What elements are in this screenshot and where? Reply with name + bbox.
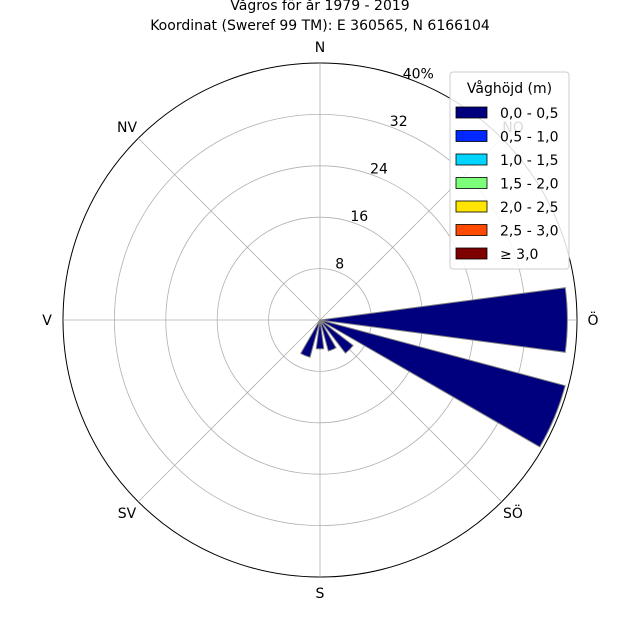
legend-label-1: 0,5 - 1,0 <box>500 130 558 146</box>
bar-90deg <box>319 287 568 353</box>
bar-202.5deg <box>300 319 321 358</box>
bars-group <box>300 287 568 448</box>
direction-label-0: N <box>315 40 325 56</box>
direction-label-3: SÖ <box>503 504 523 522</box>
ring-label-8: 8 <box>335 257 344 273</box>
legend-label-6: ≥ 3,0 <box>500 247 538 263</box>
direction-label-7: NV <box>117 120 137 136</box>
legend-label-3: 1,5 - 2,0 <box>500 177 558 193</box>
spoke-SÖ <box>319 319 503 503</box>
direction-label-4: S <box>316 586 325 602</box>
legend-swatch-5 <box>455 224 488 236</box>
legend-label-4: 2,0 - 2,5 <box>500 200 558 216</box>
ring-label-24: 24 <box>370 162 388 178</box>
legend-swatch-6 <box>455 247 488 260</box>
legend-label-0: 0,0 - 0,5 <box>500 106 558 122</box>
legend-swatch-4 <box>455 200 488 213</box>
spoke-NV <box>137 137 321 321</box>
legend-box <box>449 71 570 270</box>
ring-label-32: 32 <box>390 114 408 130</box>
ring-label-16: 16 <box>350 209 368 225</box>
direction-label-6: V <box>42 313 52 329</box>
spoke-SV <box>137 319 321 503</box>
bar-157.5deg <box>319 319 337 352</box>
legend-swatch-1 <box>455 130 488 142</box>
chart-title: Vågros för år 1979 - 2019 <box>230 0 410 14</box>
legend-label-5: 2,5 - 3,0 <box>500 224 558 240</box>
bar-135deg <box>319 319 354 354</box>
legend-label-2: 1,0 - 1,5 <box>500 153 558 169</box>
chart-title-block: Vågros för år 1979 - 2019 Koordinat (Swe… <box>0 0 640 36</box>
direction-label-2: Ö <box>587 311 598 329</box>
legend-swatch-0 <box>455 106 488 119</box>
legend-title: Våghöjd (m) <box>467 80 552 97</box>
bar-112.5deg <box>319 319 566 448</box>
legend-swatch-3 <box>455 177 488 189</box>
direction-label-5: SV <box>118 506 137 522</box>
ring-label-40: 40% <box>403 67 434 83</box>
ring-labels: 8 16 24 32 40% <box>335 67 434 273</box>
bar-180deg <box>315 319 325 350</box>
legend-swatch-2 <box>455 153 488 166</box>
chart-subtitle: Koordinat (Sweref 99 TM): E 360565, N 61… <box>150 18 490 34</box>
legend: Våghöjd (m) 0,0 - 0,5 0,5 - 1,0 1,0 - 1,5 1,… <box>449 71 570 270</box>
